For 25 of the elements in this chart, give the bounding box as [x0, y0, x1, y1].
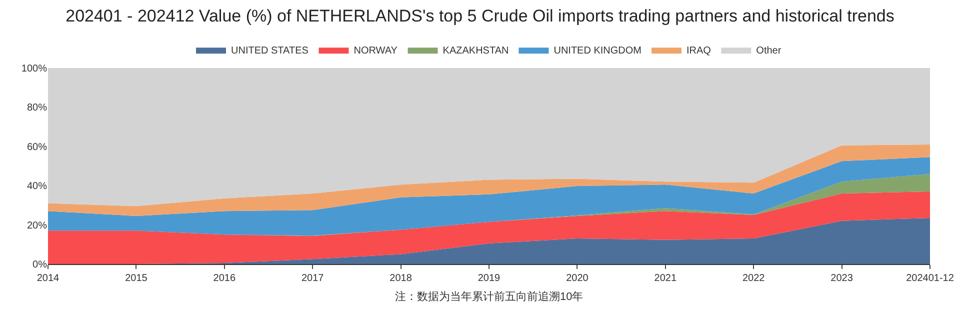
x-tick-label: 202401-12 — [906, 273, 954, 284]
legend-label: UNITED KINGDOM — [554, 45, 642, 56]
x-tick-label: 2020 — [566, 273, 589, 284]
x-tick-label: 2016 — [213, 273, 236, 284]
x-tick-label: 2017 — [301, 273, 324, 284]
y-tick-label: 0% — [32, 260, 48, 270]
x-tick-label: 2019 — [478, 273, 501, 284]
x-tick-label: 2015 — [125, 273, 148, 284]
x-tick-label: 2022 — [742, 273, 766, 284]
x-tick-label: 2018 — [390, 273, 412, 284]
y-tick-label: 100% — [21, 64, 48, 74]
legend-label: UNITED STATES — [231, 45, 309, 56]
y-tick-label: 40% — [26, 181, 48, 192]
x-tick-label: 2021 — [654, 273, 677, 284]
legend-label: NORWAY — [354, 45, 398, 56]
y-tick-label: 20% — [26, 220, 48, 232]
legend-label: IRAQ — [686, 45, 712, 56]
legend-label: Other — [756, 45, 782, 56]
y-tick-label: 80% — [26, 102, 48, 114]
y-tick-label: 60% — [26, 142, 48, 153]
chart-title: 202401 - 202412 Value (%) of NETHERLANDS's top 5 Crude Oil imports trading partners and historical trends — [66, 6, 894, 26]
legend-label: KAZAKHSTAN — [442, 45, 509, 56]
x-tick-label: 2023 — [830, 273, 854, 284]
text: 注：数据为当年累计前五向前追溯10年 — [395, 290, 584, 303]
x-tick-label: 2014 — [36, 273, 60, 284]
